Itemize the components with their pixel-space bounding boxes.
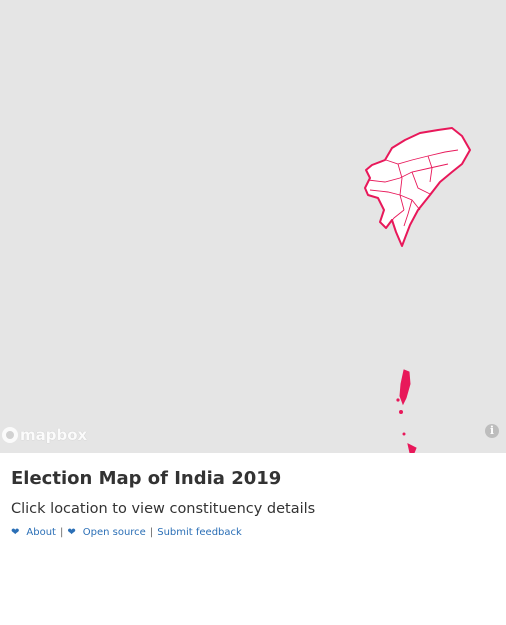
andaman-islands[interactable]: [399, 369, 411, 406]
island[interactable]: [399, 410, 403, 414]
heart-icon: ❤: [67, 527, 76, 538]
nicobar-islands[interactable]: [407, 443, 417, 453]
open-source-link[interactable]: Open source: [82, 527, 146, 538]
constituency-layer[interactable]: [0, 0, 506, 453]
heart-icon: ❤: [11, 527, 20, 538]
page-title: Election Map of India 2019: [11, 468, 282, 489]
constituency-borders: [367, 149, 459, 229]
info-panel: Election Map of India 2019 Click locatio…: [11, 468, 501, 538]
about-link[interactable]: About: [26, 527, 56, 538]
info-icon[interactable]: i: [485, 424, 499, 438]
mapbox-logo-icon: [2, 427, 18, 443]
island[interactable]: [396, 398, 400, 402]
page-subtitle: Click location to view constituency deta…: [11, 501, 316, 517]
island[interactable]: [402, 432, 406, 436]
link-separator: |: [59, 527, 64, 538]
submit-feedback-link[interactable]: Submit feedback: [157, 527, 242, 538]
mapbox-logo[interactable]: mapbox: [2, 426, 87, 444]
mapbox-logo-text: mapbox: [20, 426, 88, 444]
footer-links: ❤ About | ❤ Open source | Submit feedbac…: [11, 527, 501, 538]
link-separator: |: [149, 527, 154, 538]
map-canvas[interactable]: mapbox i: [0, 0, 506, 453]
